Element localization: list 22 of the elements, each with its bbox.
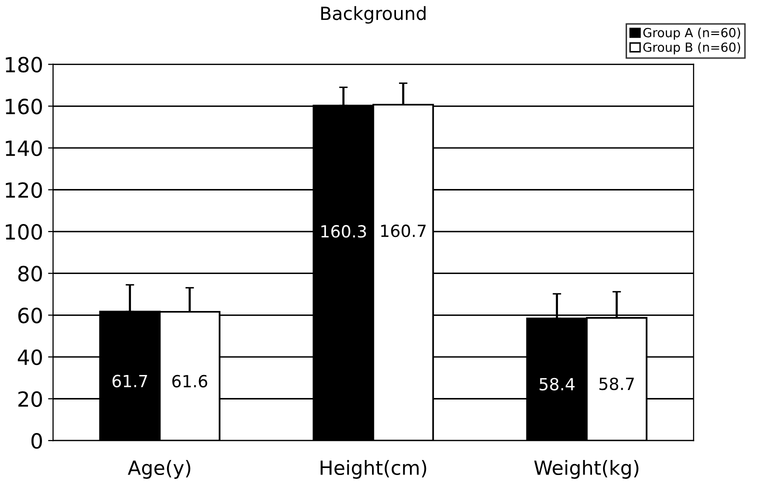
legend-label: Group B (n=60) bbox=[643, 42, 740, 54]
data-label: 61.6 bbox=[172, 374, 208, 388]
x-tick-label: Age(y) bbox=[128, 460, 190, 479]
y-tick-label: 40 bbox=[18, 349, 42, 366]
data-label: 58.7 bbox=[599, 378, 634, 390]
y-tick-label: 60 bbox=[18, 308, 42, 324]
y-tick-label: 0 bbox=[31, 433, 42, 449]
data-label: 61.7 bbox=[112, 374, 148, 388]
data-label: 160.3 bbox=[321, 225, 366, 238]
x-tick-label: Weight(kg) bbox=[534, 460, 638, 479]
chart-title: Background bbox=[321, 6, 426, 24]
y-tick-label: 140 bbox=[6, 140, 42, 156]
y-tick-label: 180 bbox=[6, 56, 42, 73]
legend-label: Group A (n=60) bbox=[643, 28, 740, 40]
y-tick-label: 120 bbox=[6, 182, 42, 198]
x-tick-label: Height(cm) bbox=[320, 460, 426, 479]
data-label: 160.7 bbox=[381, 224, 426, 238]
data-label: 58.4 bbox=[540, 378, 575, 390]
y-tick-label: 20 bbox=[18, 391, 42, 407]
y-tick-label: 160 bbox=[6, 98, 42, 114]
y-tick-label: 100 bbox=[6, 224, 42, 240]
y-tick-label: 80 bbox=[18, 266, 42, 282]
